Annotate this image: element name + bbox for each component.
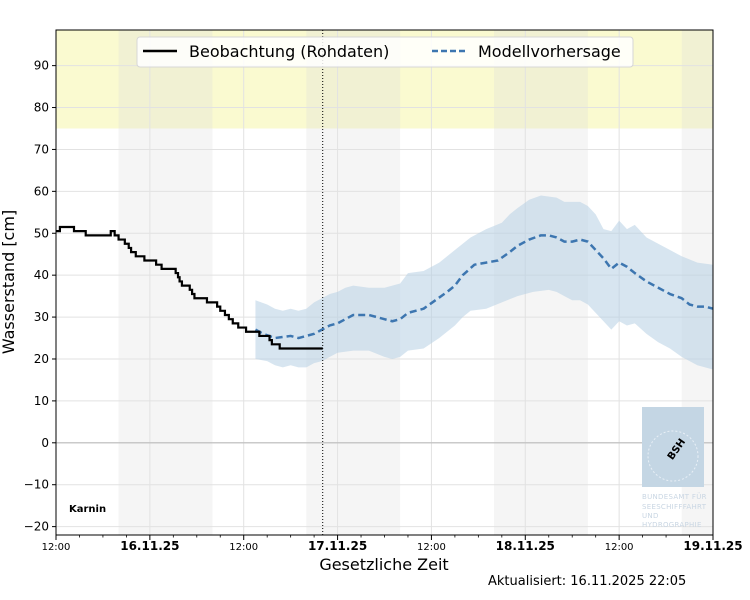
series-layer [56, 30, 713, 535]
y-tick-label: −20 [24, 520, 49, 534]
y-tick-label: 0 [41, 436, 49, 450]
y-tick-label: 50 [34, 226, 49, 240]
y-axis: −20 −10 0 10 20 30 40 50 60 70 80 90 [24, 59, 56, 534]
y-tick-label: 10 [34, 394, 49, 408]
x-tick-label: 12:00 [605, 542, 634, 553]
x-tick-label: 16.11.25 [120, 539, 179, 553]
bsh-logo-line-2: SEESCHIFFFAHRT [642, 503, 707, 511]
updated-timestamp: Aktualisiert: 16.11.2025 22:05 [488, 574, 686, 589]
y-tick-label: 30 [34, 310, 49, 324]
x-tick-label: 18.11.25 [496, 539, 555, 553]
bsh-logo: BSH BUNDESAMT FÜR SEESCHIFFFAHRT UND HYD… [642, 407, 707, 529]
bsh-logo-line-4: HYDROGRAPHIE [642, 521, 702, 529]
x-axis-label: Gesetzliche Zeit [319, 555, 448, 574]
bsh-logo-block [642, 407, 704, 487]
y-tick-label: −10 [24, 478, 49, 492]
x-tick-label: 17.11.25 [308, 539, 367, 553]
night-band [118, 30, 213, 535]
y-tick-label: 60 [34, 184, 49, 198]
y-axis-label: Wasserstand [cm] [0, 210, 18, 354]
x-tick-label: 12:00 [229, 542, 258, 553]
forecast-line [254, 234, 713, 340]
y-tick-label: 90 [34, 59, 49, 73]
bsh-logo-line-1: BUNDESAMT FÜR [642, 492, 707, 501]
x-tick-label: 12:00 [417, 542, 446, 553]
forecast-uncertainty-band [255, 195, 713, 370]
x-tick-label: 19.11.25 [683, 539, 742, 553]
night-band [306, 30, 401, 535]
x-tick-label: 12:00 [42, 542, 71, 553]
y-tick-label: 40 [34, 268, 49, 282]
y-tick-label: 20 [34, 352, 49, 366]
x-axis: 12:00 16.11.25 12:00 17.11.25 12:00 18.11.25 1… [42, 535, 743, 553]
legend-label-observation: Beobachtung (Rohdaten) [189, 42, 389, 61]
y-tick-label: 70 [34, 142, 49, 156]
station-name: Karnin [69, 504, 106, 515]
legend-label-forecast: Modellvorhersage [478, 42, 621, 61]
bsh-logo-line-3: UND [642, 512, 659, 520]
legend: Beobachtung (Rohdaten) Modellvorhersage [136, 36, 634, 68]
y-tick-label: 80 [34, 101, 49, 115]
legend-box [136, 36, 634, 68]
observation-line [56, 225, 323, 350]
bsh-logo-seal [647, 430, 699, 482]
